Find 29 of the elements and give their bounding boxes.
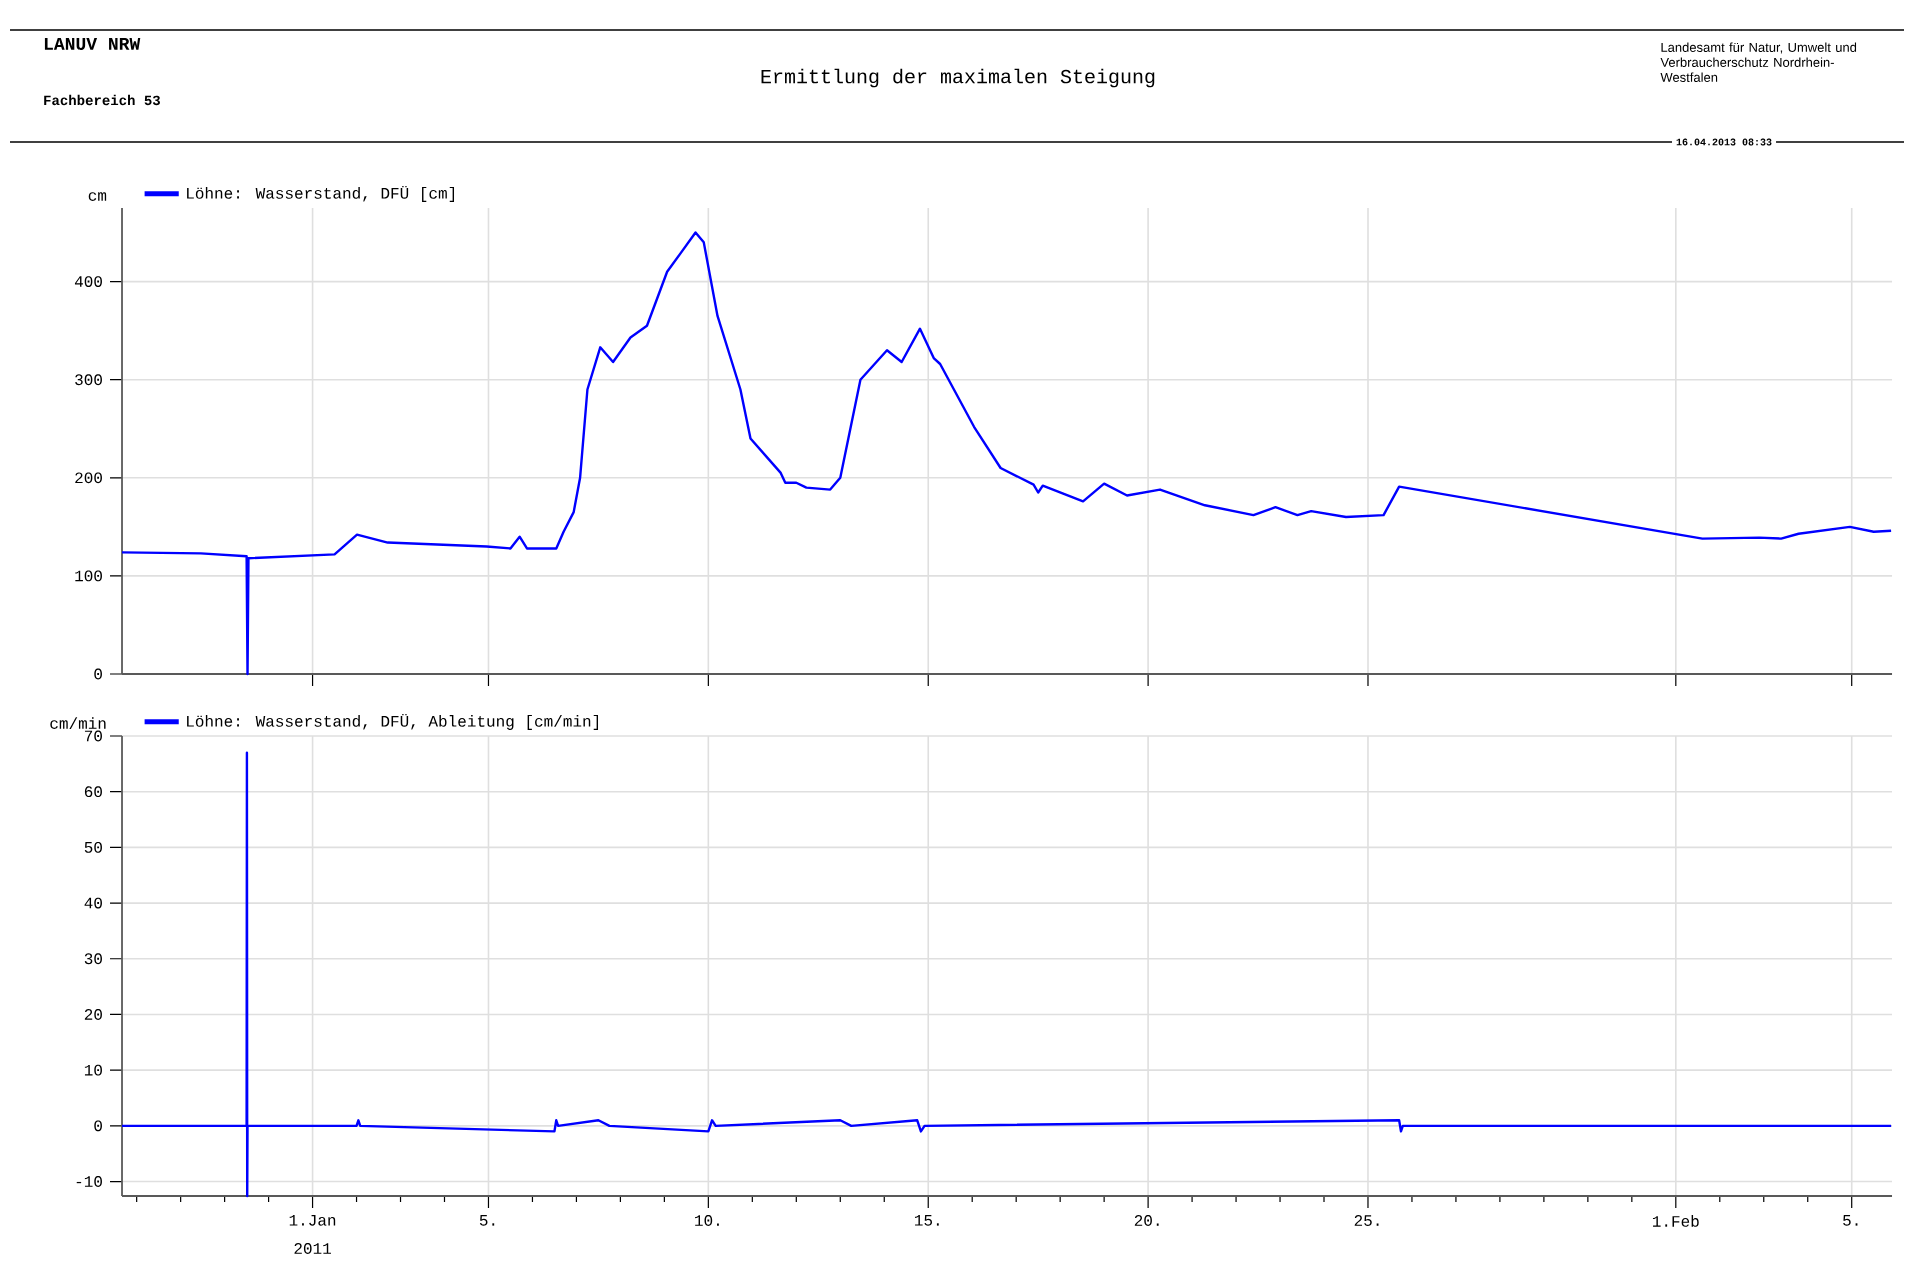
legend-label: Löhne: Wasserstand, DFÜ, Ableitung [cm/min]: [187, 713, 599, 730]
y-axis-title: cm/min: [50, 717, 106, 729]
y-tick-label: 100: [75, 570, 102, 582]
y-tick-label: 400: [74, 276, 102, 288]
x-tick-label: 10.: [695, 1215, 719, 1226]
x-axis-title: 2011: [294, 1243, 331, 1254]
y-tick-label: 30: [84, 953, 102, 965]
y-tick-label: 300: [75, 374, 102, 386]
y-tick-label: 60: [84, 786, 102, 798]
y-tick-label: 200: [75, 472, 102, 484]
x-tick-label: 25.: [1354, 1215, 1379, 1226]
y-tick-label: 50: [84, 841, 102, 853]
y-tick-label: 0: [94, 668, 102, 680]
y-tick-label: 70: [84, 730, 102, 742]
x-tick-label: 1.Feb: [1652, 1215, 1699, 1227]
x-tick-label: 5.: [479, 1215, 495, 1226]
x-tick-label: 5.: [1843, 1215, 1858, 1226]
y-tick-label: 10: [84, 1064, 102, 1076]
y-tick-label: -10: [76, 1176, 102, 1187]
y-axis-title: cm: [88, 192, 107, 201]
chart-title: Ermittlung der maximalen Steigung: [761, 68, 1155, 88]
x-tick-label: 1.Jan: [289, 1215, 336, 1226]
legend-label: Löhne: Wasserstand, DFÜ [cm]: [187, 185, 455, 202]
x-tick-label: 15.: [914, 1215, 939, 1226]
y-tick-label: 20: [84, 1009, 102, 1020]
x-tick-label: 20.: [1134, 1215, 1159, 1226]
text: LANUV NRW: [44, 37, 141, 51]
y-tick-label: 0: [94, 1120, 102, 1132]
y-tick-label: 40: [84, 897, 102, 909]
